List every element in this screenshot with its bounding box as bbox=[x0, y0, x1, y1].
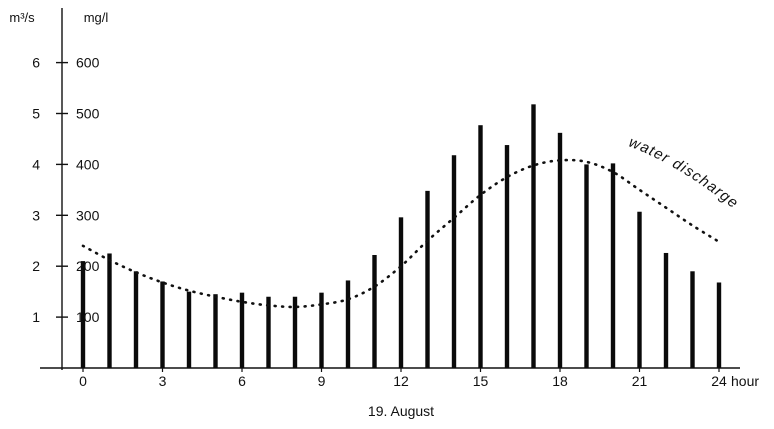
bar bbox=[690, 271, 695, 368]
bar bbox=[531, 104, 536, 368]
bar bbox=[557, 132, 563, 368]
bar bbox=[610, 163, 616, 368]
y-right-tick-label: 400 bbox=[76, 156, 100, 172]
bar bbox=[213, 294, 218, 368]
bar bbox=[186, 291, 192, 368]
bar bbox=[345, 280, 351, 368]
y-left-tick-label: 4 bbox=[32, 156, 40, 172]
x-tick-label: 3 bbox=[159, 373, 167, 389]
water-discharge-annotation: water discharge bbox=[626, 134, 742, 213]
water-discharge-annotation-text: water discharge bbox=[626, 134, 740, 213]
x-tick-label: 24 bbox=[711, 373, 727, 389]
y-left-tick-label: 5 bbox=[32, 106, 40, 122]
y-right-tick-label: 300 bbox=[76, 207, 100, 223]
bar bbox=[504, 145, 510, 368]
bar bbox=[319, 292, 324, 368]
y-left-tick-label: 1 bbox=[32, 309, 40, 325]
bar-series bbox=[80, 104, 722, 368]
x-axis-title: 19. August bbox=[368, 403, 434, 419]
bar bbox=[80, 261, 86, 368]
y-left-tick-label: 6 bbox=[32, 55, 40, 71]
bar bbox=[239, 292, 245, 368]
x-tick-label: 21 bbox=[632, 373, 648, 389]
bar bbox=[425, 190, 430, 368]
bar bbox=[133, 271, 139, 368]
bar bbox=[160, 281, 165, 368]
water-discharge-line bbox=[81, 158, 721, 309]
y-right-tick-label: 200 bbox=[76, 258, 100, 274]
y-right-unit-label: mg/l bbox=[84, 10, 109, 25]
bar bbox=[478, 125, 483, 368]
x-tick-label: 15 bbox=[473, 373, 489, 389]
y-left-tick-label: 3 bbox=[32, 207, 40, 223]
x-tick-label: 18 bbox=[552, 373, 568, 389]
x-tick-label: 0 bbox=[79, 373, 87, 389]
bar bbox=[292, 296, 298, 368]
axes bbox=[40, 8, 740, 372]
bar bbox=[663, 252, 669, 368]
bar bbox=[398, 217, 404, 368]
bar bbox=[584, 164, 589, 368]
bar bbox=[266, 296, 271, 368]
y-left-tick-label: 2 bbox=[32, 258, 40, 274]
x-tick-label: 6 bbox=[238, 373, 246, 389]
bar bbox=[107, 253, 112, 368]
x-unit-label: hour bbox=[731, 373, 759, 389]
y-right-tick-label: 100 bbox=[76, 309, 100, 325]
bar bbox=[716, 282, 722, 368]
x-tick-label: 12 bbox=[393, 373, 409, 389]
x-tick-label: 9 bbox=[318, 373, 326, 389]
bar bbox=[637, 211, 642, 368]
bar bbox=[451, 155, 457, 368]
annotation-path bbox=[628, 146, 768, 238]
y-left-unit-label: m³/s bbox=[9, 10, 35, 25]
y-right-tick-label: 600 bbox=[76, 55, 100, 71]
bar bbox=[372, 255, 377, 368]
water-discharge-series bbox=[81, 158, 721, 309]
y-right-tick-label: 500 bbox=[76, 106, 100, 122]
